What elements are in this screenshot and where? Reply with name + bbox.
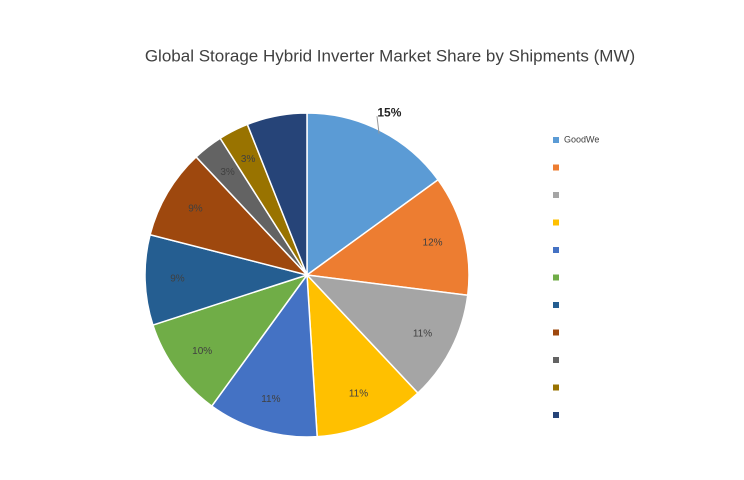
data-label: 3%	[241, 154, 256, 165]
pie-slice	[151, 273, 309, 408]
legend-swatch	[553, 192, 559, 198]
pie-slice	[306, 272, 419, 438]
chart-title: Global Storage Hybrid Inverter Market Sh…	[145, 46, 635, 65]
data-label: 15%	[377, 106, 401, 120]
pie-slice	[305, 178, 470, 297]
data-label: 11%	[413, 328, 432, 339]
data-label: 9%	[170, 274, 185, 285]
legend-swatch	[553, 164, 559, 171]
legend-label: GoodWe	[564, 134, 599, 144]
legend-swatch	[553, 137, 559, 143]
legend-swatch	[553, 412, 559, 418]
pie-slice	[210, 272, 318, 438]
data-label: 9%	[188, 204, 203, 215]
pie-slice	[149, 155, 310, 277]
data-label: 3%	[220, 167, 235, 178]
legend-swatch	[553, 302, 559, 308]
legend-swatch	[553, 219, 559, 226]
leader-line	[376, 116, 380, 134]
legend-swatch	[553, 357, 559, 363]
data-label: 12%	[423, 237, 443, 248]
pie-slice	[306, 112, 440, 277]
legend-swatch	[553, 384, 559, 391]
legend-swatch	[553, 329, 559, 336]
legend-swatch	[553, 247, 559, 253]
pie-slice	[305, 273, 469, 395]
legend-swatch	[553, 274, 559, 281]
data-label: 10%	[192, 346, 212, 357]
pie-slice	[246, 112, 308, 276]
data-label: 11%	[349, 389, 368, 400]
pie-slice	[144, 233, 310, 327]
data-label: 11%	[261, 394, 280, 405]
